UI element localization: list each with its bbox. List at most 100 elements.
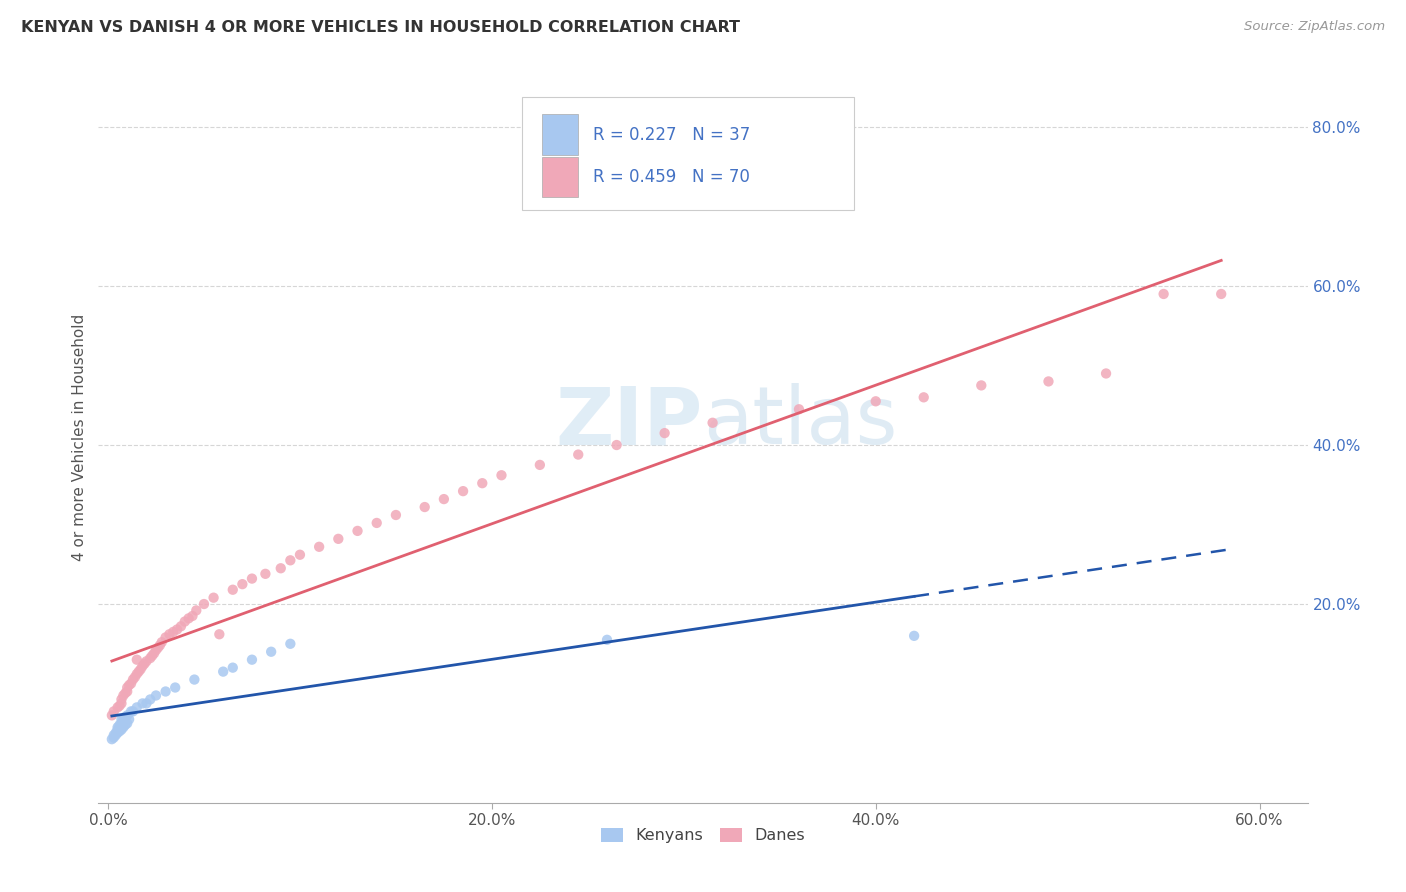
Point xyxy=(159,627,181,641)
Point xyxy=(1095,367,1118,381)
Point xyxy=(131,697,153,711)
Point xyxy=(1211,287,1233,301)
Point xyxy=(108,718,131,732)
Point xyxy=(103,731,125,745)
Point xyxy=(606,438,628,452)
Point xyxy=(110,697,132,711)
Point xyxy=(451,484,474,499)
Point xyxy=(107,723,129,737)
Point xyxy=(529,458,551,472)
Point xyxy=(110,712,132,726)
Point xyxy=(145,689,167,703)
Point xyxy=(114,710,136,724)
Point xyxy=(128,665,150,679)
Point xyxy=(101,708,124,723)
Point xyxy=(270,561,292,575)
Point xyxy=(145,643,167,657)
Point xyxy=(491,468,513,483)
Point xyxy=(970,378,993,392)
Point xyxy=(125,653,148,667)
Point xyxy=(222,660,245,674)
Point xyxy=(139,692,162,706)
Point xyxy=(1038,375,1060,389)
Bar xyxy=(543,157,578,197)
Point xyxy=(110,716,132,731)
Point xyxy=(260,645,283,659)
Point xyxy=(596,632,619,647)
Point xyxy=(143,646,166,660)
Point xyxy=(155,631,177,645)
Point xyxy=(122,673,145,687)
Point xyxy=(166,623,188,637)
Point xyxy=(155,684,177,698)
Point xyxy=(112,689,135,703)
Point xyxy=(208,627,231,641)
Point xyxy=(308,540,330,554)
Point xyxy=(115,716,138,731)
Point xyxy=(1153,287,1175,301)
Point xyxy=(120,676,142,690)
Point xyxy=(107,700,129,714)
Point xyxy=(139,651,162,665)
Point xyxy=(135,697,157,711)
Point xyxy=(865,394,887,409)
Point xyxy=(280,553,302,567)
Point xyxy=(108,698,131,713)
Point xyxy=(103,705,125,719)
Text: R = 0.459   N = 70: R = 0.459 N = 70 xyxy=(593,168,749,186)
Point xyxy=(108,724,131,739)
Point xyxy=(173,615,195,629)
Point xyxy=(654,426,676,441)
Point xyxy=(101,732,124,747)
Point xyxy=(471,476,494,491)
Point xyxy=(112,712,135,726)
Point xyxy=(385,508,408,522)
Point xyxy=(240,572,263,586)
Point xyxy=(122,705,145,719)
Point xyxy=(254,566,277,581)
Point xyxy=(135,654,157,668)
Point xyxy=(231,577,253,591)
Text: atlas: atlas xyxy=(703,384,897,461)
Point xyxy=(118,712,141,726)
Point xyxy=(120,705,142,719)
Text: R = 0.227   N = 37: R = 0.227 N = 37 xyxy=(593,126,751,144)
Point xyxy=(170,619,193,633)
Point xyxy=(115,708,138,723)
Point xyxy=(183,673,205,687)
Point xyxy=(433,492,456,507)
Point xyxy=(702,416,724,430)
Point xyxy=(110,723,132,737)
Point xyxy=(141,648,163,663)
Point xyxy=(328,532,350,546)
Point xyxy=(240,653,263,667)
Point xyxy=(280,637,302,651)
Point xyxy=(129,662,152,676)
Text: Source: ZipAtlas.com: Source: ZipAtlas.com xyxy=(1244,20,1385,33)
Point xyxy=(146,640,169,655)
Point xyxy=(366,516,388,530)
Point xyxy=(124,670,146,684)
Point xyxy=(107,720,129,734)
Point xyxy=(186,603,208,617)
Point xyxy=(346,524,368,538)
Point xyxy=(107,726,129,740)
Point xyxy=(118,678,141,692)
Point xyxy=(125,667,148,681)
Point xyxy=(125,700,148,714)
Text: KENYAN VS DANISH 4 OR MORE VEHICLES IN HOUSEHOLD CORRELATION CHART: KENYAN VS DANISH 4 OR MORE VEHICLES IN H… xyxy=(21,20,740,35)
Point xyxy=(288,548,311,562)
Point xyxy=(110,692,132,706)
Point xyxy=(103,728,125,742)
Point xyxy=(413,500,436,514)
Point xyxy=(912,390,935,404)
Point xyxy=(181,609,204,624)
Point xyxy=(131,659,153,673)
Point xyxy=(567,448,589,462)
Point xyxy=(222,582,245,597)
Point xyxy=(212,665,235,679)
Point xyxy=(115,684,138,698)
Text: ZIP: ZIP xyxy=(555,384,703,461)
FancyBboxPatch shape xyxy=(522,97,855,211)
Point xyxy=(115,681,138,695)
